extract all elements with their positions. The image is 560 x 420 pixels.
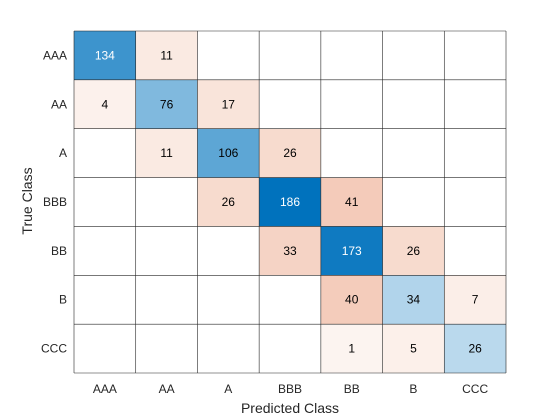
cell-value-2-2: 106 <box>218 146 238 160</box>
cell-value-3-2: 26 <box>222 195 236 209</box>
matrix-cell-6-6 <box>444 324 506 373</box>
y-tick-label: AA <box>51 97 67 111</box>
matrix-cell-4-5 <box>382 226 445 276</box>
matrix-cell-4-4 <box>320 226 383 276</box>
matrix-cell-3-4 <box>320 177 383 227</box>
y-tick-label: BBB <box>43 195 67 209</box>
matrix-cell-6-1 <box>135 324 198 373</box>
matrix-cell-1-5 <box>382 79 445 129</box>
cell-value-0-0: 134 <box>95 48 115 62</box>
cell-value-5-6: 7 <box>472 293 479 307</box>
cell-value-5-5: 34 <box>407 293 421 307</box>
matrix-cell-2-0 <box>74 128 136 178</box>
matrix-cell-5-5 <box>382 275 445 325</box>
cell-value-6-4: 1 <box>348 342 355 356</box>
matrix-cell-5-4 <box>320 275 383 325</box>
matrix-cell-1-6 <box>444 79 506 129</box>
cell-value-6-5: 5 <box>410 342 417 356</box>
matrix-cell-6-2 <box>197 324 260 373</box>
matrix-cell-0-5 <box>382 31 445 80</box>
matrix-cell-1-1 <box>135 79 198 129</box>
matrix-cell-0-6 <box>444 31 506 80</box>
cell-value-2-3: 26 <box>283 146 297 160</box>
matrix-cell-6-3 <box>259 324 321 373</box>
cell-value-1-0: 4 <box>102 97 109 111</box>
cell-value-4-4: 173 <box>342 244 362 258</box>
cell-value-2-1: 11 <box>160 146 173 160</box>
x-tick-label: AA <box>159 382 175 396</box>
matrix-cell-0-1 <box>135 31 198 80</box>
matrix-cell-2-1 <box>135 128 198 178</box>
cell-value-1-2: 17 <box>222 97 236 111</box>
y-tick-label: B <box>59 293 67 307</box>
matrix-cell-3-6 <box>444 177 506 227</box>
cell-value-1-1: 76 <box>160 97 174 111</box>
cell-value-0-1: 11 <box>160 48 173 62</box>
matrix-cell-3-2 <box>197 177 260 227</box>
matrix-cell-3-0 <box>74 177 136 227</box>
matrix-cell-5-2 <box>197 275 260 325</box>
matrix-cell-6-5 <box>382 324 445 373</box>
x-tick-label: CCC <box>462 382 488 396</box>
y-axis-label: True Class <box>19 167 35 234</box>
matrix-cell-4-3 <box>259 226 321 276</box>
matrix-cell-6-0 <box>74 324 136 373</box>
matrix-cell-2-3 <box>259 128 321 178</box>
matrix-cell-5-0 <box>74 275 136 325</box>
matrix-cell-1-4 <box>320 79 383 129</box>
x-tick-labels: AAA AA A BBB BB B CCC <box>93 382 489 396</box>
matrix-cell-1-2 <box>197 79 260 129</box>
x-tick-label: AAA <box>93 382 117 396</box>
x-tick-label: B <box>409 382 417 396</box>
matrix-cell-0-3 <box>259 31 321 80</box>
cell-value-4-5: 26 <box>407 244 421 258</box>
y-tick-label: AAA <box>43 48 67 62</box>
matrix-cell-2-2 <box>197 128 260 178</box>
matrix-cell-3-5 <box>382 177 445 227</box>
matrix-cell-2-5 <box>382 128 445 178</box>
y-tick-label: A <box>59 146 67 160</box>
matrix-cell-4-1 <box>135 226 198 276</box>
y-tick-label: CCC <box>41 342 67 356</box>
matrix-cell-4-6 <box>444 226 506 276</box>
x-axis-label: Predicted Class <box>241 400 339 416</box>
matrix-cell-5-6 <box>444 275 506 325</box>
matrix-cell-5-3 <box>259 275 321 325</box>
matrix-cell-3-3 <box>259 177 321 227</box>
matrix-cell-0-4 <box>320 31 383 80</box>
matrix-cell-4-0 <box>74 226 136 276</box>
matrix-cell-0-2 <box>197 31 260 80</box>
matrix-cell-2-4 <box>320 128 383 178</box>
matrix-cell-2-6 <box>444 128 506 178</box>
x-tick-label: BBB <box>278 382 302 396</box>
cell-value-4-3: 33 <box>283 244 297 258</box>
cell-value-3-4: 41 <box>345 195 359 209</box>
matrix-cell-1-0 <box>74 79 136 129</box>
matrix-cell-6-4 <box>320 324 383 373</box>
matrix-cells: 134 11 4 76 17 11 106 26 26 186 41 33 173 26 40 34 7 1 5 26 <box>74 31 506 373</box>
matrix-grid <box>73 30 507 374</box>
x-tick-label: A <box>224 382 232 396</box>
matrix-cell-4-2 <box>197 226 260 276</box>
matrix-cell-5-1 <box>135 275 198 325</box>
cell-value-5-4: 40 <box>345 293 359 307</box>
x-tick-label: BB <box>344 382 360 396</box>
cell-value-3-3: 186 <box>280 195 300 209</box>
y-tick-label: BB <box>51 244 67 258</box>
matrix-cell-1-3 <box>259 79 321 129</box>
matrix-cell-0-0 <box>74 31 136 80</box>
cell-value-6-6: 26 <box>468 342 482 356</box>
matrix-cell-3-1 <box>135 177 198 227</box>
